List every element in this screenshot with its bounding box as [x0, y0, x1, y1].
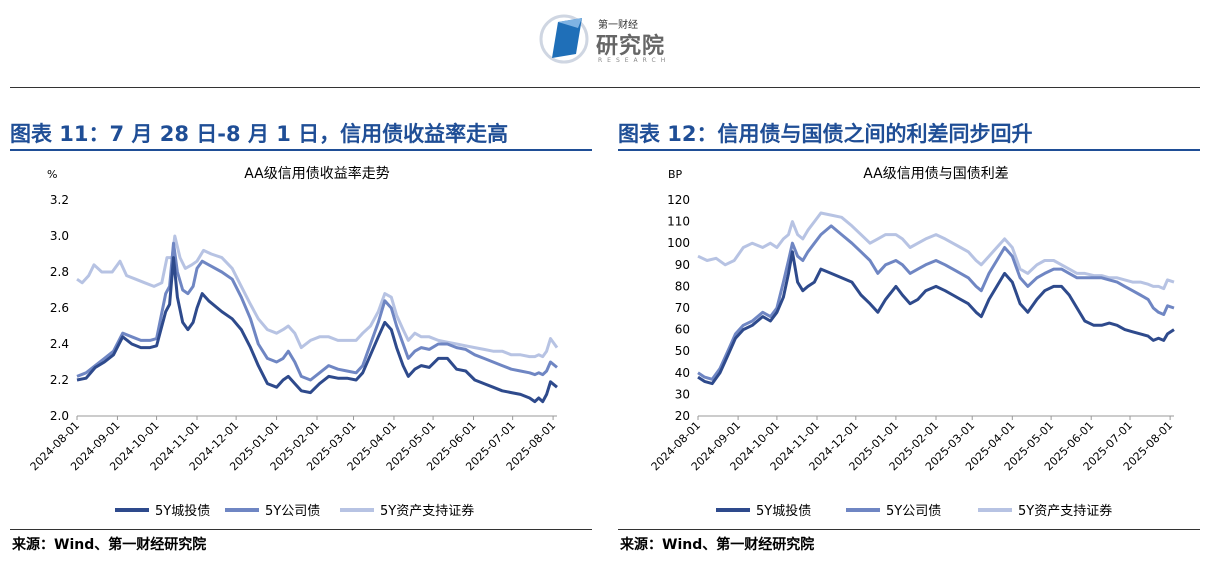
left-source-text: 来源：Wind、第一财经研究院 [12, 537, 207, 553]
y-tick-label: 30 [675, 387, 690, 401]
y-tick-label: 40 [675, 366, 690, 380]
legend-label: 5Y公司债 [886, 504, 941, 519]
logo-big-text: 研究院 [596, 34, 666, 59]
right-title-divider [618, 149, 1200, 151]
y-tick-label: 50 [675, 344, 690, 358]
right-figure-title: 图表 12：信用债与国债之间的利差同步回升 [618, 122, 1033, 146]
series-line [697, 250, 1175, 386]
y-tick-label: 20 [675, 409, 690, 423]
logo-emblem-icon [539, 14, 589, 64]
legend-label: 5Y资产支持证券 [1018, 503, 1112, 519]
y-tick-label: 90 [675, 258, 690, 272]
right-figure-panel: 图表 12：信用债与国债之间的利差同步回升 AA级信用债与国债利差 BP 20 30 4… [618, 108, 1200, 560]
y-tick-label: 2.2 [50, 373, 69, 387]
chart-title: AA级信用债收益率走势 [244, 165, 390, 182]
y-tick-label: 2.4 [50, 337, 69, 351]
y-tick-label: 120 [667, 193, 690, 207]
legend-label: 5Y城投债 [756, 503, 811, 519]
right-source-text: 来源：Wind、第一财经研究院 [620, 537, 815, 553]
logo-en-text: RESEARCH [598, 57, 671, 64]
series-line [76, 241, 558, 382]
y-tick-label: 70 [675, 301, 690, 315]
legend-label: 5Y城投债 [155, 503, 210, 519]
left-yield-chart: AA级信用债收益率走势%2.02.22.42.62.83.03.22024-08… [28, 165, 559, 519]
y-tick-label: 2.0 [50, 409, 69, 423]
y-tick-label: 3.0 [50, 229, 69, 243]
header-divider [10, 87, 1200, 88]
y-tick-label: 60 [675, 323, 690, 337]
research-logo: 第一财经 研究院 RESEARCH [538, 8, 678, 70]
series-line [697, 211, 1175, 291]
y-tick-label: 80 [675, 279, 690, 293]
right-source-divider [618, 529, 1200, 530]
y-axis-unit-label: BP [668, 168, 683, 181]
y-tick-label: 3.2 [50, 193, 69, 207]
y-tick-label: 100 [667, 236, 690, 250]
left-figure-title: 图表 11：7 月 28 日-8 月 1 日，信用债收益率走高 [10, 122, 509, 146]
left-source-divider [10, 529, 592, 530]
left-title-divider [10, 149, 592, 151]
y-axis-unit-label: % [47, 168, 57, 181]
y-tick-label: 2.6 [50, 301, 69, 315]
y-tick-label: 110 [667, 215, 690, 229]
legend-label: 5Y资产支持证券 [380, 503, 474, 519]
left-figure-panel: 图表 11：7 月 28 日-8 月 1 日，信用债收益率走高 AA级信用债收益… [10, 108, 592, 560]
logo-small-text: 第一财经 [598, 20, 638, 31]
chart-title: AA级信用债与国债利差 [863, 166, 1009, 182]
legend-label: 5Y公司债 [265, 504, 320, 519]
series-line [697, 224, 1175, 381]
y-tick-label: 2.8 [50, 265, 69, 279]
series-line [76, 256, 558, 404]
series-line [76, 234, 559, 359]
right-spread-chart: AA级信用债与国债利差BP203040506070809010011012020… [649, 166, 1176, 519]
